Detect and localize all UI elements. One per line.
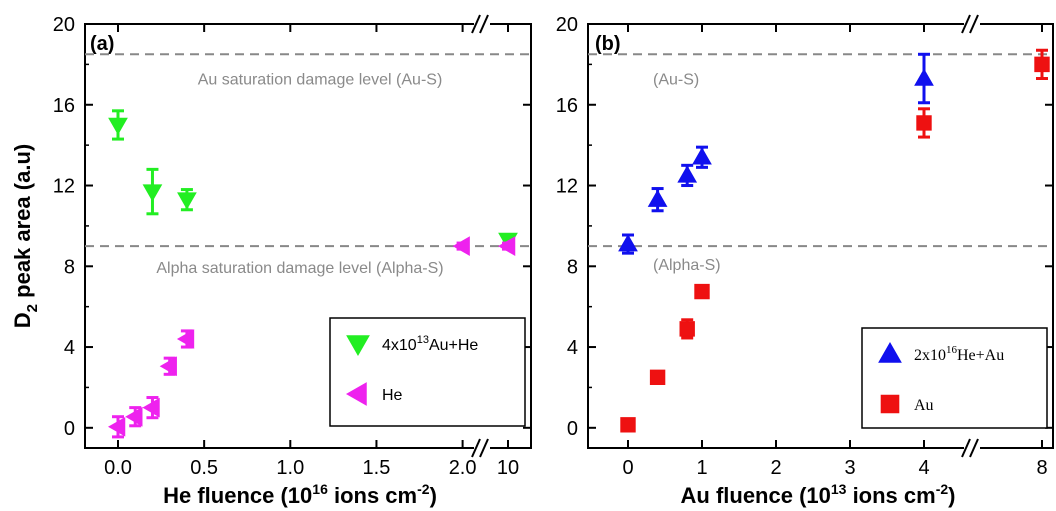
x-tick-label: 2.0	[449, 457, 477, 479]
reference-line-label: Au saturation damage level (Au-S)	[198, 71, 443, 88]
data-point	[880, 394, 900, 414]
axis-break-mark	[969, 14, 979, 34]
panel-label: (a)	[90, 33, 114, 55]
data-point	[916, 115, 932, 131]
x-tick-label: 8	[1036, 457, 1047, 479]
y-tick-label: 16	[556, 95, 578, 117]
y-tick-label: 4	[567, 337, 578, 359]
axis-break-mark	[479, 14, 489, 34]
legend-entry-label: 2x1016He+Au	[914, 344, 1004, 364]
y-tick-label: 0	[567, 418, 578, 440]
x-tick-label: 1.0	[276, 457, 304, 479]
series-1	[620, 48, 1050, 433]
chart-panel-a: 0 4 8 12 16 20 0.0 0.5 1.0 1.5 2.0 10 (a) Au saturati…	[10, 14, 532, 508]
data-point	[878, 341, 902, 363]
axis-break-mark	[471, 438, 481, 458]
y-tick-label: 8	[567, 256, 578, 278]
legend-entry-label: Au	[914, 397, 934, 414]
x-tick-label: 1	[696, 457, 707, 479]
reference-line-label: Alpha saturation damage level (Alpha-S)	[156, 260, 443, 277]
data-point	[108, 117, 128, 135]
legend: 4x1013Au+He He	[329, 317, 526, 427]
y-tick-label: 20	[53, 14, 75, 36]
data-point	[647, 189, 668, 207]
axis-break-gap	[964, 20, 980, 28]
data-point	[107, 416, 126, 437]
legend: 2x1016He+Au Au	[861, 327, 1048, 429]
axis-break-gap	[474, 20, 490, 28]
data-point	[142, 184, 163, 202]
y-axis-title: D2 peak area (a.u)	[10, 144, 41, 328]
data-point	[694, 283, 710, 300]
data-point	[159, 356, 177, 377]
data-point	[677, 165, 698, 183]
series-1	[107, 236, 516, 439]
y-tick-label: 16	[53, 95, 75, 117]
reference-line-label: (Alpha-S)	[653, 257, 721, 274]
reference-line-label: (Au-S)	[653, 71, 699, 88]
data-point	[692, 147, 712, 165]
data-point	[125, 406, 143, 427]
y-tick-label: 20	[556, 14, 578, 36]
legend-entry-label: He	[382, 387, 403, 404]
series-0	[108, 109, 518, 251]
legend-entry-label: 4x1013Au+He	[382, 334, 478, 354]
data-point	[497, 236, 516, 256]
x-tick-label: 0	[622, 457, 633, 479]
data-point	[176, 329, 195, 349]
axis-break-mark	[961, 438, 971, 458]
axis-break-mark	[961, 14, 971, 34]
y-tick-label: 0	[64, 418, 75, 440]
data-point	[1034, 56, 1050, 73]
data-point	[620, 417, 636, 433]
x-tick-label: 3	[844, 457, 855, 479]
axis-break-mark	[479, 438, 489, 458]
x-tick-label: 0.5	[190, 457, 218, 479]
data-point	[345, 382, 367, 406]
y-tick-label: 4	[64, 337, 75, 359]
data-point	[177, 192, 197, 210]
data-point	[679, 321, 695, 337]
x-tick-label: 0.0	[104, 457, 132, 479]
plot-frame	[587, 23, 1054, 449]
data-point	[142, 397, 160, 418]
axis-break-mark	[471, 14, 481, 34]
y-tick-label: 8	[64, 256, 75, 278]
y-tick-label: 12	[53, 176, 75, 198]
x-tick-label: 2	[770, 457, 781, 479]
plot-frame	[84, 23, 532, 449]
data-point	[618, 234, 638, 252]
x-axis-title: He fluence (1016 ions cm-2)	[163, 481, 437, 508]
data-point	[452, 236, 470, 256]
axis-break-gap	[474, 444, 490, 452]
y-tick-label: 12	[556, 176, 578, 198]
data-point	[649, 369, 666, 386]
x-axis-title: Au fluence (1013 ions cm-2)	[681, 481, 956, 508]
data-point	[346, 335, 370, 357]
x-tick-label: 1.5	[363, 457, 391, 479]
data-point	[914, 68, 934, 86]
x-tick-label: 4	[918, 457, 929, 479]
axis-break-gap	[964, 444, 980, 452]
x-tick-label: 10	[497, 457, 519, 479]
series-0	[618, 52, 934, 255]
axis-break-mark	[969, 438, 979, 458]
panel-label: (b)	[595, 33, 621, 55]
